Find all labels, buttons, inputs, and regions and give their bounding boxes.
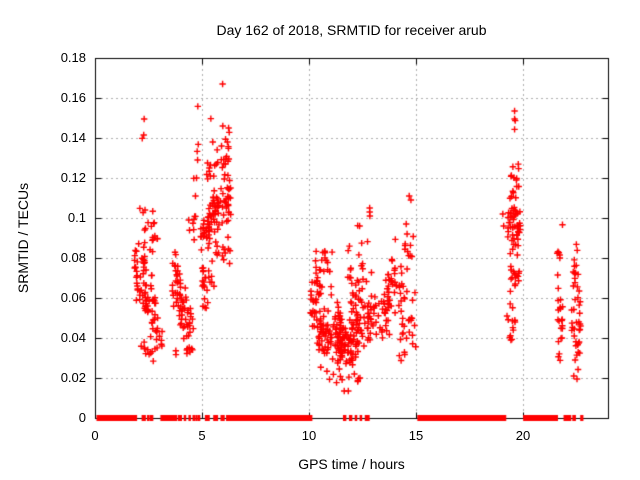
y-tick-label: 0.04 — [60, 330, 86, 345]
y-tick-label: 0.14 — [60, 130, 86, 145]
y-tick-label: 0.18 — [60, 50, 86, 65]
chart-title: Day 162 of 2018, SRMTID for receiver aru… — [216, 22, 487, 38]
x-tick-label: 0 — [91, 428, 99, 443]
x-tick-label: 10 — [301, 428, 317, 443]
y-tick-label: 0 — [78, 410, 86, 425]
x-tick-label: 5 — [198, 428, 206, 443]
y-tick-label: 0.06 — [60, 290, 86, 305]
y-tick-label: 0.1 — [67, 210, 86, 225]
y-tick-label: 0.02 — [60, 370, 86, 385]
y-tick-label: 0.16 — [60, 90, 86, 105]
y-tick-label: 0.12 — [60, 170, 86, 185]
x-tick-label: 15 — [408, 428, 424, 443]
x-tick-label: 20 — [515, 428, 531, 443]
y-tick-label: 0.08 — [60, 250, 86, 265]
x-axis-label: GPS time / hours — [298, 456, 405, 472]
